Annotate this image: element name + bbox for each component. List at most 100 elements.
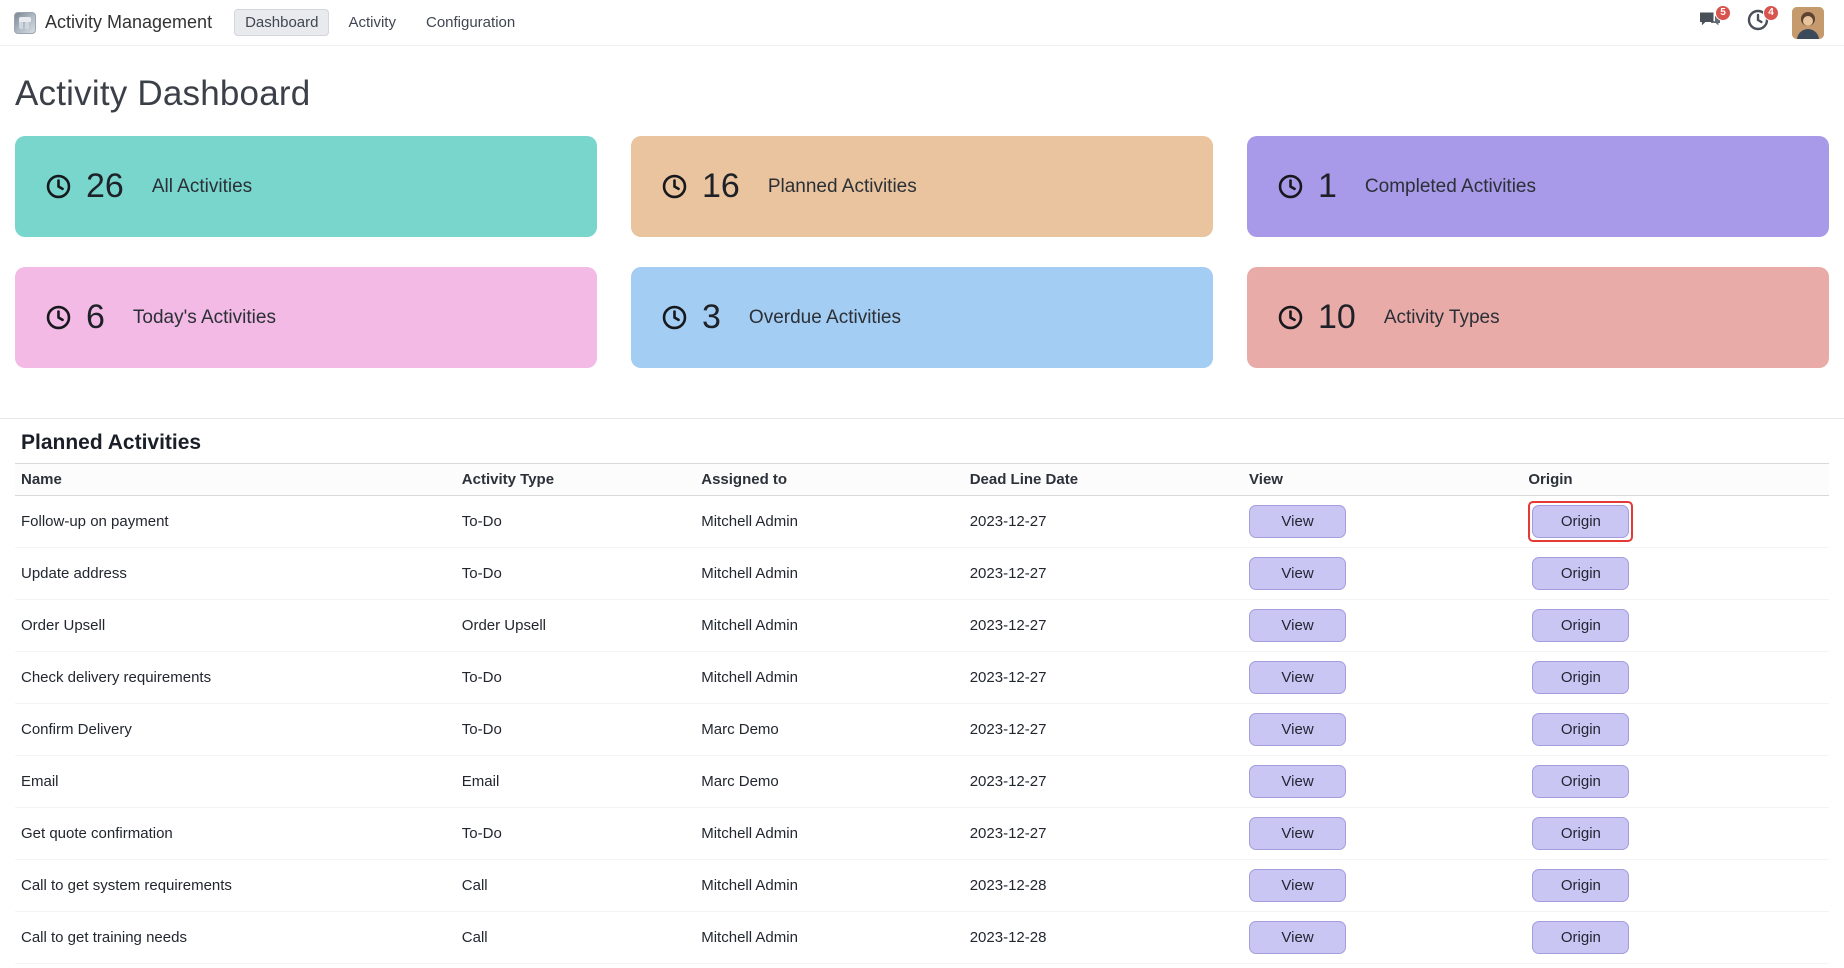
stat-card[interactable]: 1 Completed Activities (1247, 136, 1829, 237)
activities-button[interactable]: 4 (1744, 4, 1779, 37)
cell-deadline-date: 2023-12-27 (963, 807, 1244, 860)
origin-button[interactable]: Origin (1532, 713, 1630, 746)
cell-assigned-to: Marc Demo (695, 755, 964, 808)
cell-activity-type: To-Do (455, 703, 696, 756)
stat-label: Today's Activities (132, 306, 276, 328)
cell-name: Call to get system requirements (15, 859, 456, 912)
cell-name: Call to get training needs (15, 911, 456, 964)
cell-deadline-date: 2023-12-28 (963, 859, 1244, 912)
view-button[interactable]: View (1249, 609, 1347, 642)
planned-activities-section: Planned Activities Name Activity Type As… (0, 418, 1844, 968)
view-button[interactable]: View (1249, 713, 1347, 746)
stat-label: Overdue Activities (748, 306, 901, 328)
cell-deadline-date: 2023-12-27 (963, 755, 1244, 808)
cell-origin: Origin (1522, 963, 1829, 968)
origin-button[interactable]: Origin (1532, 921, 1630, 954)
cell-name: Order Upsell (15, 599, 456, 652)
cell-name: Email (15, 755, 456, 808)
view-button[interactable]: View (1249, 765, 1347, 798)
table-row: Call to get training needs Call Mitchell… (15, 911, 1829, 964)
cell-origin: Origin (1522, 703, 1829, 756)
view-button[interactable]: View (1249, 505, 1347, 538)
origin-button[interactable]: Origin (1532, 661, 1630, 694)
cell-view: View (1243, 495, 1523, 548)
table-row: Email Email Marc Demo 2023-12-27 View Or… (15, 755, 1829, 808)
cell-activity-type: Email (455, 755, 696, 808)
stat-label: All Activities (151, 175, 253, 197)
stat-card[interactable]: 26 All Activities (15, 136, 597, 237)
app-icon[interactable] (14, 11, 36, 34)
cell-view: View (1243, 859, 1523, 912)
origin-button-wrapper: Origin (1528, 501, 1634, 542)
table-row: Confirm Delivery To-Do Marc Demo 2023-12… (15, 703, 1829, 756)
origin-button[interactable]: Origin (1532, 609, 1630, 642)
table-row: Call to get system requirements Call Mit… (15, 859, 1829, 912)
messages-button[interactable]: 5 (1696, 4, 1731, 37)
origin-button[interactable]: Origin (1532, 557, 1630, 590)
cell-assigned-to: Mitchell Admin (695, 807, 964, 860)
cell-name: Call (15, 963, 456, 968)
table-row: Follow-up on payment To-Do Mitchell Admi… (15, 495, 1829, 548)
clock-icon (1277, 173, 1304, 200)
header-view: View (1243, 463, 1523, 496)
cell-assigned-to: Mitchell Admin (695, 547, 964, 600)
table-row: Call Call OdooBot 2023-12-28 View Origin (15, 963, 1829, 968)
stat-count: 10 (1318, 298, 1356, 336)
cell-origin: Origin (1522, 755, 1829, 808)
origin-button[interactable]: Origin (1532, 505, 1630, 538)
stat-card[interactable]: 10 Activity Types (1247, 267, 1829, 368)
origin-button-wrapper: Origin (1528, 709, 1633, 750)
main-menu: Dashboard Activity Configuration (234, 9, 526, 36)
view-button[interactable]: View (1249, 557, 1347, 590)
menu-item-configuration[interactable]: Configuration (425, 14, 516, 31)
origin-button[interactable]: Origin (1532, 869, 1630, 902)
cell-view: View (1243, 599, 1523, 652)
cell-activity-type: To-Do (455, 495, 696, 548)
view-button[interactable]: View (1249, 661, 1347, 694)
cell-name: Update address (15, 547, 456, 600)
stat-count: 26 (86, 167, 124, 205)
cell-origin: Origin (1522, 495, 1829, 548)
stat-count: 16 (702, 167, 740, 205)
cell-name: Confirm Delivery (15, 703, 456, 756)
origin-button[interactable]: Origin (1532, 765, 1630, 798)
section-title: Planned Activities (21, 431, 202, 454)
cell-name: Check delivery requirements (15, 651, 456, 704)
clock-icon (45, 304, 72, 331)
cell-origin: Origin (1522, 651, 1829, 704)
stat-card[interactable]: 3 Overdue Activities (631, 267, 1213, 368)
menu-item-activity[interactable]: Activity (348, 14, 396, 31)
stat-card[interactable]: 6 Today's Activities (15, 267, 597, 368)
view-button[interactable]: View (1249, 869, 1347, 902)
cell-deadline-date: 2023-12-27 (963, 651, 1244, 704)
cell-origin: Origin (1522, 599, 1829, 652)
cell-activity-type: Call (455, 859, 696, 912)
user-avatar[interactable] (1792, 6, 1824, 39)
header-origin: Origin (1522, 463, 1829, 496)
cell-view: View (1243, 807, 1523, 860)
table-row: Order Upsell Order Upsell Mitchell Admin… (15, 599, 1829, 652)
stat-card[interactable]: 16 Planned Activities (631, 136, 1213, 237)
origin-button-wrapper: Origin (1528, 813, 1633, 854)
menu-item-dashboard[interactable]: Dashboard (234, 9, 330, 36)
origin-button-wrapper: Origin (1528, 865, 1633, 906)
stat-cards-grid: 26 All Activities 16 Planned Activities … (0, 122, 1844, 368)
cell-view: View (1243, 703, 1523, 756)
top-navbar: Activity Management Dashboard Activity C… (0, 0, 1844, 46)
clock-icon (661, 304, 688, 331)
origin-button[interactable]: Origin (1532, 817, 1630, 850)
origin-button-wrapper: Origin (1528, 553, 1633, 594)
cell-assigned-to: Mitchell Admin (695, 859, 964, 912)
activities-table-body: Follow-up on payment To-Do Mitchell Admi… (15, 495, 1829, 968)
header-name: Name (15, 463, 456, 496)
cell-activity-type: To-Do (455, 807, 696, 860)
cell-assigned-to: Mitchell Admin (695, 651, 964, 704)
cell-assigned-to: Marc Demo (695, 703, 964, 756)
cell-deadline-date: 2023-12-27 (963, 547, 1244, 600)
view-button[interactable]: View (1249, 921, 1347, 954)
cell-assigned-to: Mitchell Admin (695, 599, 964, 652)
origin-button-wrapper: Origin (1528, 917, 1633, 958)
page-title: Activity Dashboard (15, 74, 311, 113)
view-button[interactable]: View (1249, 817, 1347, 850)
table-row: Check delivery requirements To-Do Mitche… (15, 651, 1829, 704)
